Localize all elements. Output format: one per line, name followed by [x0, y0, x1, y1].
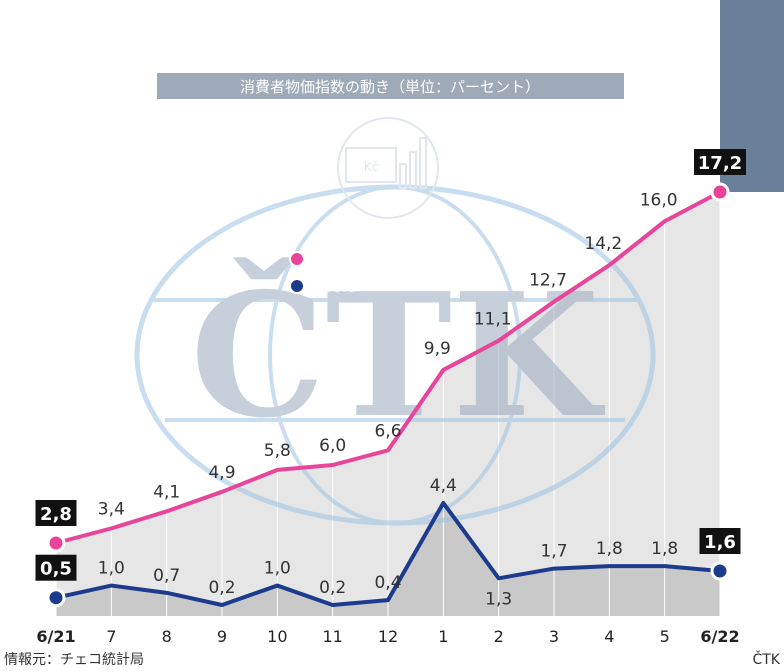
- legend-label-yoy: 前年同月比: [314, 252, 386, 268]
- yoy-point-0: [46, 533, 66, 553]
- yoy-label-0: 2,8: [40, 504, 72, 525]
- x-tick-6: 12: [378, 627, 398, 646]
- subtitle-backdrop: [157, 73, 624, 99]
- series-layer: [46, 182, 730, 608]
- yoy-label-4: 5,8: [264, 441, 291, 461]
- x-axis: 6/21 7 8 9 10 11 12 1 2 3 4 5 6/22: [36, 627, 739, 646]
- yoy-label-2: 4,1: [153, 482, 180, 502]
- legend-marker-mom: [289, 278, 305, 294]
- yoy-label-9: 12,7: [529, 271, 567, 291]
- yoy-label-5: 6,0: [319, 436, 346, 456]
- x-tick-0: 6/21: [36, 627, 75, 646]
- yoy-label-11: 16,0: [640, 190, 678, 210]
- yoy-point-12: [710, 182, 730, 202]
- mom-label-12: 1,6: [704, 532, 736, 553]
- mom-label-8: 1,3: [485, 589, 512, 609]
- credit-logo: ČTK: [752, 650, 780, 668]
- mom-label-11: 1,8: [651, 539, 678, 559]
- yoy-label-0-box: [35, 500, 77, 526]
- mom-label-4: 1,0: [264, 559, 291, 579]
- yoy-label-6: 6,6: [374, 421, 401, 441]
- yoy-label-7: 9,9: [424, 339, 451, 359]
- yoy-line: [55, 190, 721, 545]
- mom-label-0: 0,5: [40, 559, 72, 580]
- legend: 前年同月比 前月比: [289, 251, 386, 295]
- x-tick-3: 9: [217, 627, 227, 646]
- mom-line: [55, 501, 721, 607]
- x-tick-12: 6/22: [700, 627, 739, 646]
- watermark-icon-circle: [337, 117, 439, 219]
- mom-label-7: 4,4: [430, 476, 457, 496]
- source-note: 情報元：チェコ統計局: [4, 652, 144, 668]
- x-tick-4: 10: [267, 627, 287, 646]
- yoy-label-8: 11,1: [474, 310, 512, 330]
- mom-label-2: 0,7: [153, 566, 180, 586]
- watermark-globe-inner: [268, 185, 522, 525]
- x-tick-1: 7: [106, 627, 116, 646]
- watermark-icon-currency: Kč: [364, 160, 378, 174]
- chart-title: チェコインフレ率: [277, 33, 492, 65]
- watermark-icon-bar-3: [419, 137, 427, 189]
- x-tick-11: 5: [660, 627, 670, 646]
- watermark-text: ČTK: [190, 256, 605, 456]
- x-tick-2: 8: [162, 627, 172, 646]
- watermark-icon-bar-2: [409, 151, 417, 189]
- mom-point-12: [710, 561, 730, 581]
- x-tick-10: 4: [604, 627, 614, 646]
- yoy-label-10: 14,2: [584, 234, 622, 254]
- legend-marker-yoy: [289, 251, 305, 267]
- mom-label-9: 1,7: [540, 542, 567, 562]
- legend-label-mom: 前月比: [314, 279, 358, 295]
- yoy-label-3: 4,9: [208, 463, 235, 483]
- mom-point-0: [46, 588, 66, 608]
- mom-label-3: 0,2: [208, 578, 235, 598]
- yoy-label-12: 17,2: [698, 153, 742, 174]
- label-layer: 2,8 3,4 4,1 4,9 5,8 6,0 6,6 9,9 11,1 12,7 14,2 16,0…: [35, 149, 746, 609]
- mom-label-10: 1,8: [596, 539, 623, 559]
- mom-label-6: 0,4: [374, 573, 401, 593]
- watermark-icon-bar-1: [399, 163, 407, 189]
- yoy-label-12-box: [694, 149, 746, 175]
- mom-label-1: 1,0: [98, 559, 125, 579]
- mom-label-12-box: [699, 528, 741, 554]
- x-tick-8: 2: [494, 627, 504, 646]
- mom-label-5: 0,2: [319, 578, 346, 598]
- x-tick-5: 11: [322, 627, 342, 646]
- mom-label-0-box: [35, 554, 77, 581]
- x-tick-7: 1: [438, 627, 448, 646]
- x-tick-9: 3: [549, 627, 559, 646]
- chart-subtitle: 消費者物価指数の動き（単位：パーセント）: [240, 78, 540, 96]
- watermark-icon: Kč: [337, 117, 439, 219]
- yoy-label-1: 3,4: [98, 499, 125, 519]
- watermark-icon-bill: [345, 147, 397, 183]
